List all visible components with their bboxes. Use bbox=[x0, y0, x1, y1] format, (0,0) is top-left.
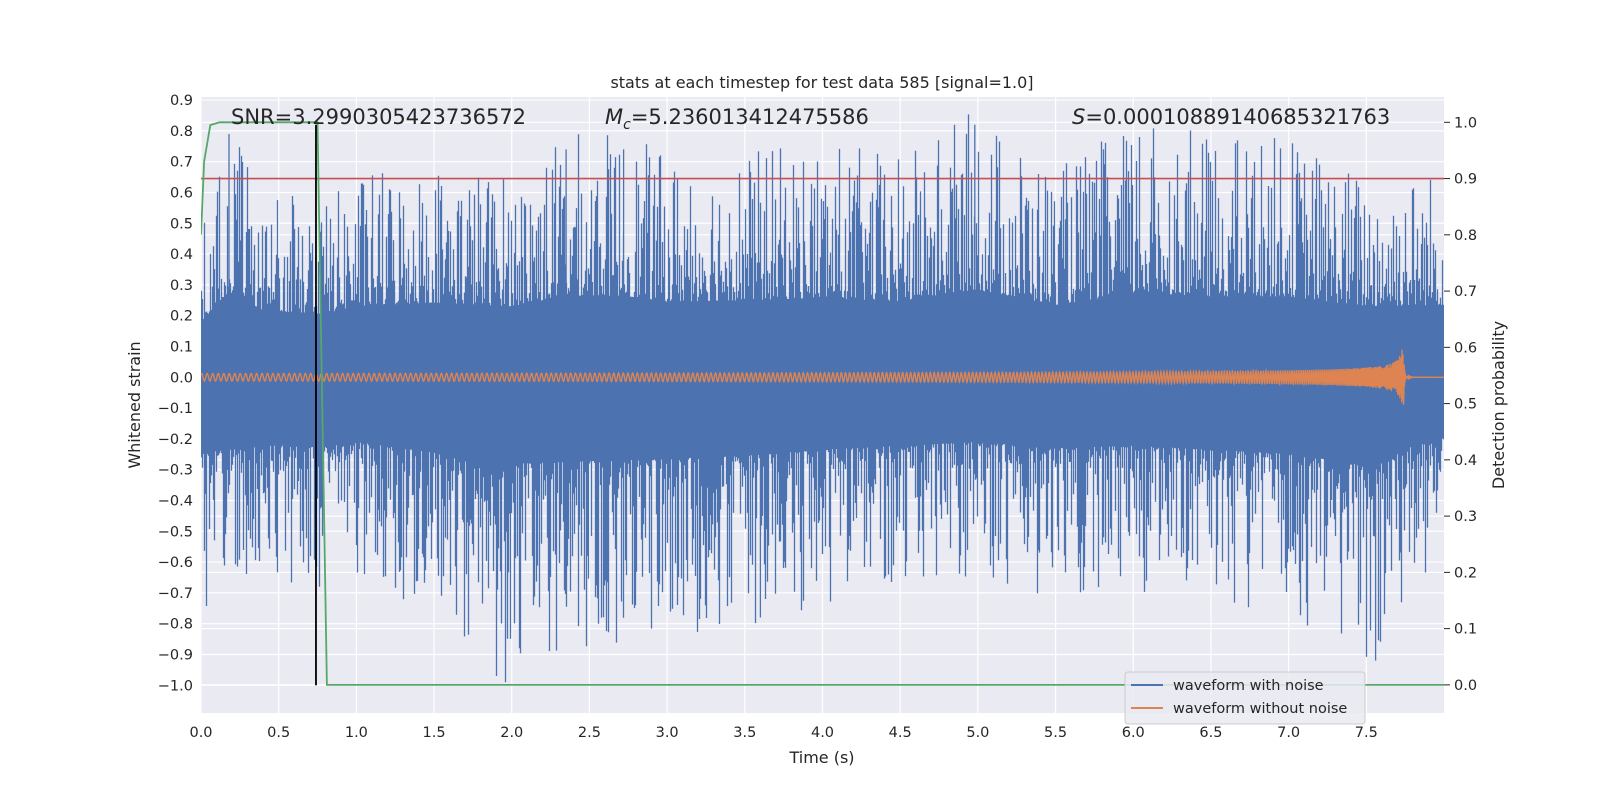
y-tick-label: 0.0 bbox=[170, 370, 193, 386]
x-tick-label: 4.5 bbox=[889, 725, 912, 741]
x-tick-label: 3.0 bbox=[656, 725, 679, 741]
y-tick-label: 0.1 bbox=[170, 339, 193, 355]
y-tick-label: 0.2 bbox=[170, 309, 193, 325]
y-tick-label: −0.5 bbox=[158, 524, 193, 540]
y2-tick-label: 0.7 bbox=[1454, 284, 1477, 300]
y-tick-label: 0.3 bbox=[170, 278, 193, 294]
x-axis-label: Time (s) bbox=[788, 748, 854, 767]
y-tick-label: 0.5 bbox=[170, 216, 193, 232]
y-tick-label: 0.9 bbox=[170, 93, 193, 109]
y-tick-label: −0.7 bbox=[158, 586, 193, 602]
y2-tick-label: 0.5 bbox=[1454, 397, 1477, 413]
clean-waveform-line bbox=[201, 349, 1444, 405]
y-tick-label: −0.2 bbox=[158, 432, 193, 448]
y2-tick-label: 0.9 bbox=[1454, 172, 1477, 188]
legend: waveform with noise waveform without noi… bbox=[1124, 671, 1366, 725]
legend-label-clean: waveform without noise bbox=[1173, 701, 1347, 717]
y-tick-label: −0.4 bbox=[158, 493, 193, 509]
series-layer bbox=[201, 114, 1444, 686]
y-axis-ticks: 0.9 0.8 0.7 0.6 0.5 0.4 0.3 0.2 0.1 0.0 −0.1 −0.2 −0… bbox=[158, 93, 193, 694]
y-axis-label: Whitened strain bbox=[125, 341, 144, 468]
x-tick-label: 5.5 bbox=[1044, 725, 1067, 741]
y-tick-label: 0.8 bbox=[170, 124, 193, 140]
chirp-mass-stat: Mc=5.236013412475586 bbox=[605, 105, 869, 133]
y2-tick-label: 1.0 bbox=[1454, 115, 1477, 131]
s-stat: S=0.00010889140685321763 bbox=[1072, 105, 1390, 129]
y2-tick-label: 0.3 bbox=[1454, 509, 1477, 525]
x-tick-label: 5.0 bbox=[966, 725, 989, 741]
legend-box bbox=[1124, 671, 1366, 725]
y-tick-label: 0.6 bbox=[170, 185, 193, 201]
y2-tick-label: 0.6 bbox=[1454, 340, 1477, 356]
y-tick-label: −0.9 bbox=[158, 647, 193, 663]
legend-label-noisy: waveform with noise bbox=[1173, 678, 1324, 694]
y-tick-label: 0.7 bbox=[170, 155, 193, 171]
x-tick-label: 1.0 bbox=[345, 725, 368, 741]
y2-tick-label: 0.0 bbox=[1454, 678, 1477, 694]
x-tick-label: 2.0 bbox=[500, 725, 523, 741]
y2-axis-label: Detection probability bbox=[1489, 321, 1508, 489]
x-tick-label: 0.5 bbox=[267, 725, 290, 741]
snr-stat: SNR=3.2990305423736572 bbox=[231, 105, 526, 129]
y2-axis-ticks: 1.0 0.9 0.8 0.7 0.6 0.5 0.4 0.3 0.2 0.1 0.0 bbox=[1444, 115, 1477, 694]
x-tick-label: 4.0 bbox=[811, 725, 834, 741]
y-tick-label: −0.8 bbox=[158, 617, 193, 633]
y-tick-label: −1.0 bbox=[158, 678, 193, 694]
y2-tick-label: 0.8 bbox=[1454, 228, 1477, 244]
y-tick-label: −0.1 bbox=[158, 401, 193, 417]
x-tick-label: 0.0 bbox=[189, 725, 212, 741]
x-tick-label: 3.5 bbox=[733, 725, 756, 741]
detection-probability-line bbox=[201, 121, 1444, 686]
x-tick-label: 2.5 bbox=[578, 725, 601, 741]
y2-tick-label: 0.1 bbox=[1454, 622, 1477, 638]
y2-tick-label: 0.4 bbox=[1454, 453, 1477, 469]
y-tick-label: 0.4 bbox=[170, 247, 193, 263]
x-axis-ticks: 0.0 0.5 1.0 1.5 2.0 2.5 3.0 3.5 4.0 4.5 5.0 5.5 6.0 6… bbox=[189, 725, 1377, 741]
x-tick-label: 1.5 bbox=[423, 725, 446, 741]
y-tick-label: −0.6 bbox=[158, 555, 193, 571]
y-tick-label: −0.3 bbox=[158, 463, 193, 479]
x-tick-label: 6.5 bbox=[1199, 725, 1222, 741]
x-tick-label: 7.5 bbox=[1355, 725, 1378, 741]
y2-tick-label: 0.2 bbox=[1454, 565, 1477, 581]
x-tick-label: 6.0 bbox=[1122, 725, 1145, 741]
x-tick-label: 7.0 bbox=[1277, 725, 1300, 741]
chart-title: stats at each timestep for test data 585… bbox=[610, 73, 1033, 92]
